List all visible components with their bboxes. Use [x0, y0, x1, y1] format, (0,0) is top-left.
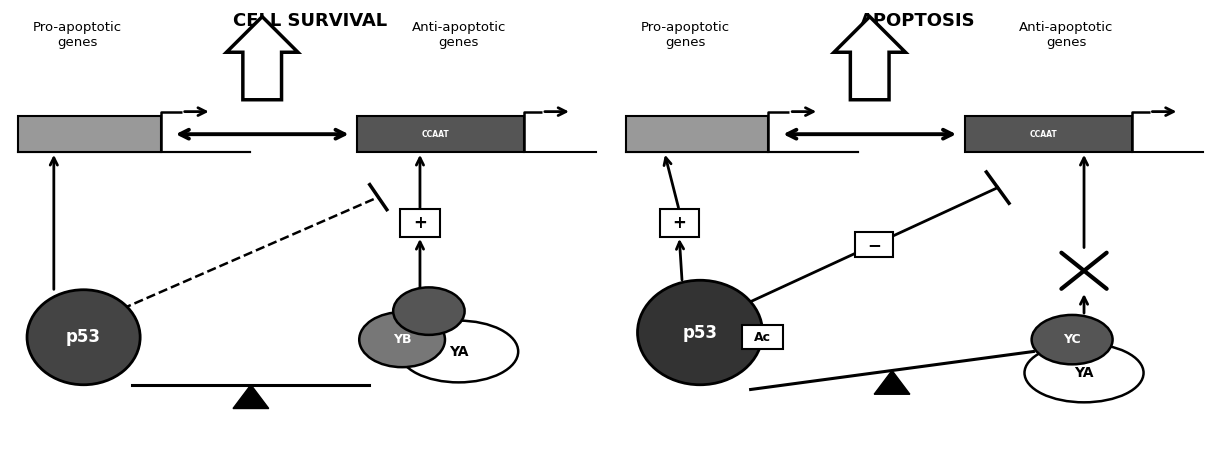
Ellipse shape: [27, 290, 140, 385]
Text: Anti-apoptotic
genes: Anti-apoptotic genes: [412, 21, 505, 49]
Ellipse shape: [638, 280, 763, 385]
Text: YA: YA: [1074, 366, 1094, 380]
Ellipse shape: [1032, 315, 1113, 364]
FancyBboxPatch shape: [400, 209, 440, 237]
Text: −: −: [868, 236, 881, 254]
Polygon shape: [874, 370, 910, 394]
FancyBboxPatch shape: [742, 325, 782, 350]
Text: CCAAT: CCAAT: [1029, 130, 1057, 139]
Bar: [965, 116, 1131, 152]
Text: Ac: Ac: [755, 331, 772, 344]
Text: CELL SURVIVAL: CELL SURVIVAL: [233, 12, 386, 30]
Text: +: +: [672, 214, 686, 232]
Ellipse shape: [399, 321, 518, 382]
Bar: [357, 116, 524, 152]
FancyBboxPatch shape: [855, 232, 893, 257]
Text: YC: YC: [1063, 333, 1081, 346]
Text: +: +: [413, 214, 426, 232]
Polygon shape: [226, 17, 298, 100]
Ellipse shape: [1024, 343, 1143, 402]
Text: YC: YC: [420, 304, 437, 318]
Text: YA: YA: [448, 344, 469, 359]
Bar: [18, 116, 160, 152]
Text: Pro-apoptotic
genes: Pro-apoptotic genes: [33, 21, 123, 49]
Polygon shape: [833, 17, 905, 100]
Ellipse shape: [360, 312, 445, 367]
Bar: [626, 116, 768, 152]
Text: CCAAT: CCAAT: [422, 130, 450, 139]
Text: APOPTOSIS: APOPTOSIS: [859, 12, 976, 30]
Text: YB: YB: [392, 333, 412, 346]
Text: p53: p53: [683, 323, 718, 342]
Text: Pro-apoptotic
genes: Pro-apoptotic genes: [640, 21, 730, 49]
FancyBboxPatch shape: [660, 209, 699, 237]
Ellipse shape: [394, 287, 464, 335]
Polygon shape: [233, 385, 269, 408]
Text: p53: p53: [66, 328, 101, 346]
Text: Anti-apoptotic
genes: Anti-apoptotic genes: [1019, 21, 1113, 49]
